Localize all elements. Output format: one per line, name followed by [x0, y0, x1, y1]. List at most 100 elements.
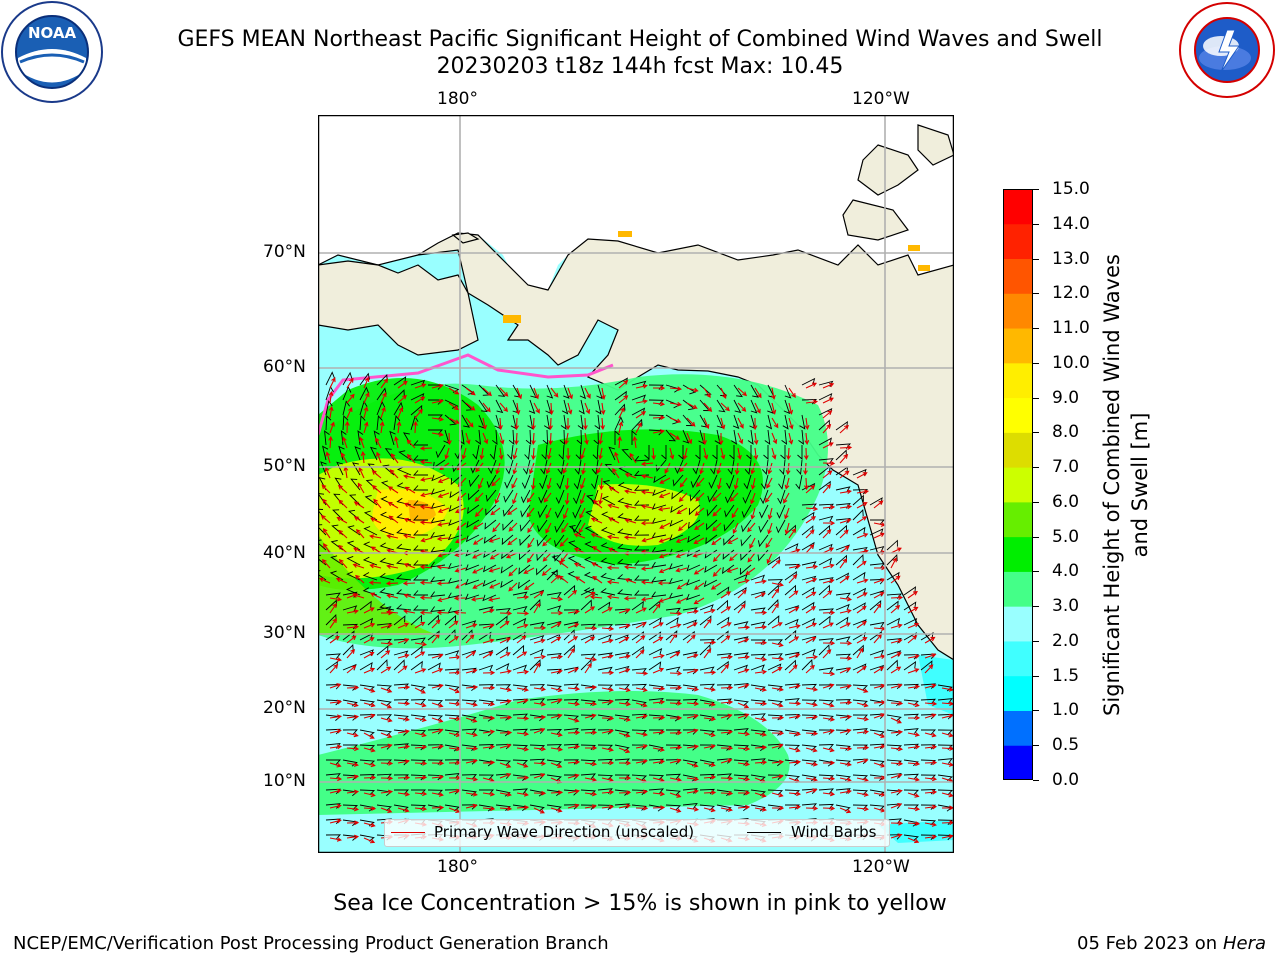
wave-direction-arrow: [414, 806, 428, 812]
lat-label-40n: 40°N: [263, 543, 306, 563]
wind-barb: [427, 699, 444, 706]
colorbar-tick-mark: [1033, 640, 1039, 642]
wave-direction-arrow: [839, 622, 851, 629]
wave-direction-arrow: [703, 807, 716, 813]
wave-direction-arrow: [804, 432, 810, 446]
wave-direction-arrow: [693, 597, 705, 605]
wind-barb: [379, 573, 395, 581]
wave-direction-arrow: [765, 537, 773, 549]
wind-barb: [686, 564, 701, 572]
wind-barb: [750, 590, 766, 598]
wave-direction-arrow: [550, 698, 563, 704]
wind-barb: [410, 614, 422, 626]
wind-barb: [359, 600, 372, 611]
wind-barb: [784, 659, 796, 671]
wave-direction-arrow: [805, 516, 817, 524]
wave-direction-arrow: [514, 417, 519, 431]
wave-direction-arrow: [805, 686, 819, 692]
wind-barb: [465, 534, 480, 543]
wind-barb: [614, 403, 626, 416]
wave-direction-arrow: [470, 596, 484, 602]
wind-barb: [750, 399, 758, 414]
wave-direction-arrow: [394, 436, 399, 449]
wave-direction-arrow: [479, 447, 485, 461]
wave-direction-arrow: [584, 432, 589, 445]
wave-direction-arrow: [363, 713, 376, 719]
wind-barb: [750, 653, 766, 660]
wind-barb: [444, 650, 460, 657]
wind-barb: [668, 563, 684, 570]
colorbar-tick-mark: [1033, 745, 1039, 747]
wave-direction-arrow: [322, 498, 331, 509]
wave-direction-arrow: [784, 477, 790, 490]
wind-barb: [591, 459, 599, 475]
wave-direction-arrow: [565, 418, 571, 431]
wave-direction-arrow: [726, 567, 739, 573]
wind-barb: [767, 579, 783, 585]
wind-barb: [716, 773, 732, 779]
wave-direction-arrow: [346, 732, 359, 738]
wave-direction-arrow: [752, 417, 758, 431]
wind-barb: [781, 429, 788, 445]
wind-barb: [723, 534, 735, 546]
wave-direction-arrow: [584, 701, 598, 707]
wave-direction-arrow: [640, 579, 654, 585]
wave-direction-arrow: [856, 729, 870, 735]
wave-direction-arrow: [363, 837, 376, 844]
wave-direction-arrow: [720, 758, 733, 764]
wave-direction-arrow: [531, 417, 536, 431]
wave-direction-arrow: [431, 792, 444, 797]
wind-barb: [633, 575, 650, 581]
wave-direction-arrow: [533, 602, 541, 614]
wave-direction-arrow: [729, 552, 739, 562]
wind-barb: [359, 729, 375, 737]
wind-barb: [410, 660, 423, 671]
wind-barb: [342, 400, 350, 416]
wind-barb: [483, 534, 497, 544]
wave-direction-arrow: [669, 623, 682, 629]
noaa-logo-text: NOAA: [28, 24, 77, 42]
wind-barb: [903, 601, 917, 611]
wave-direction-arrow: [499, 687, 512, 692]
sea-ice-patches: [503, 231, 930, 323]
wave-direction-arrow: [465, 758, 478, 764]
colorbar-tick-mark: [1033, 675, 1039, 677]
wave-direction-arrow: [822, 423, 832, 434]
wind-barb: [724, 489, 735, 504]
colorbar-tick-label: 14.0: [1052, 213, 1090, 234]
wind-barb: [784, 683, 800, 689]
wind-barb: [410, 744, 427, 751]
wind-barb: [430, 546, 446, 553]
wind-barb: [852, 508, 864, 521]
wave-direction-arrow: [567, 717, 580, 723]
wave-direction-arrow: [873, 532, 886, 539]
wave-direction-arrow: [550, 732, 563, 738]
wind-barb: [708, 474, 718, 489]
wind-barb: [580, 653, 596, 660]
wave-direction-arrow: [499, 772, 512, 779]
wave-direction-arrow: [550, 622, 562, 629]
wave-direction-arrow: [584, 625, 598, 631]
wind-barb: [784, 584, 796, 596]
wave-direction-arrow: [805, 529, 815, 539]
wind-barb: [750, 774, 766, 782]
wave-direction-arrow: [533, 638, 546, 644]
wave-direction-arrow: [669, 792, 682, 798]
wave-direction-arrow: [822, 728, 835, 734]
wind-barb: [325, 818, 341, 825]
wave-direction-arrow: [516, 805, 530, 810]
wave-direction-arrow: [600, 402, 606, 416]
wind-barb: [732, 414, 740, 430]
wind-barb: [648, 744, 664, 752]
wind-barb: [767, 639, 783, 645]
wave-direction-arrow: [941, 732, 954, 738]
wave-direction-arrow: [584, 402, 591, 415]
wind-barb: [430, 576, 446, 583]
colorbar-tick-mark: [1033, 432, 1039, 434]
wave-direction-arrow: [856, 489, 870, 495]
wave-direction-arrow: [737, 654, 751, 660]
wave-direction-arrow: [907, 591, 918, 599]
wave-direction-arrow: [488, 537, 501, 543]
wave-direction-arrow: [788, 528, 797, 539]
wave-direction-arrow: [907, 732, 920, 737]
